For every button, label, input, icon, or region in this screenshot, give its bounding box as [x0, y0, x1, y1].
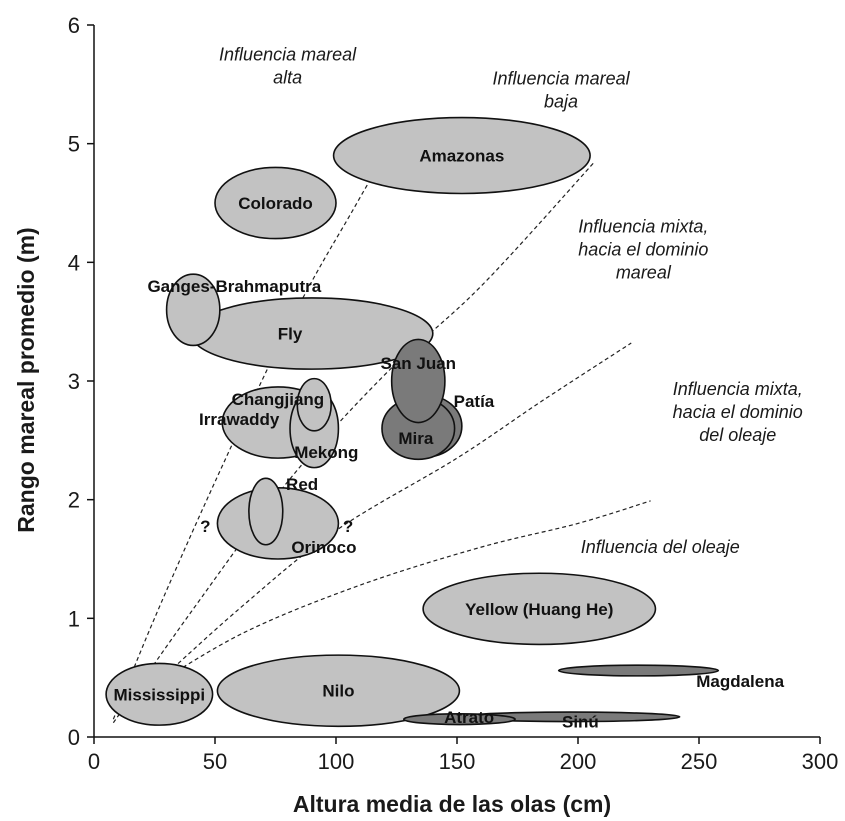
- label-mississippi: Mississippi: [114, 685, 206, 704]
- y-tick-label: 0: [68, 725, 80, 750]
- label-fly: Fly: [278, 325, 303, 344]
- x-tick-label: 0: [88, 749, 100, 774]
- ellipse-amazonas: [332, 116, 591, 195]
- river-regions: [105, 116, 720, 728]
- ellipse-magdalena: [557, 664, 720, 677]
- zone-annotations: Influencia mareal alta Influencia mareal ba…: [219, 45, 803, 557]
- ellipse-colorado: [214, 166, 337, 240]
- x-axis-title: Altura media de las olas (cm): [293, 791, 611, 817]
- label-patia: Patía: [454, 392, 495, 411]
- ellipse-san-juan: [390, 338, 446, 424]
- label-irrawaddy: Irrawaddy: [199, 410, 280, 429]
- x-tick-label: 250: [681, 749, 718, 774]
- boundary-line-4: [146, 500, 651, 691]
- zone-annotation-5: Influencia del oleaje: [581, 537, 740, 557]
- zone-annotation-line: Influencia mixta,: [578, 217, 708, 237]
- zone-annotation-line: hacia el dominio: [578, 240, 708, 260]
- label-yellow-huang-he: Yellow (Huang He): [465, 600, 613, 619]
- zone-annotation-line: Influencia mareal: [219, 45, 357, 65]
- label-san-juan: San Juan: [380, 354, 456, 373]
- label-orinoco: Orinoco: [291, 538, 356, 557]
- zone-annotation-line: hacia el dominio: [673, 402, 803, 422]
- label-mekong: Mekong: [294, 443, 358, 462]
- label-atrato: Atrato: [444, 708, 494, 727]
- y-tick-label: 4: [68, 250, 80, 275]
- y-tick-label: 6: [68, 13, 80, 38]
- axes: 0 50 100 150 200 250 300 0 1 2 3 4 5 6: [68, 13, 839, 774]
- zone-annotation-line: del oleaje: [699, 425, 776, 445]
- label-changjiang: Changjiang: [232, 390, 325, 409]
- zone-annotation-line: Influencia del oleaje: [581, 537, 740, 557]
- ellipse-nilo: [216, 654, 461, 728]
- y-tick-label: 1: [68, 606, 80, 631]
- zone-annotation-1: Influencia mareal alta: [219, 45, 357, 88]
- x-tick-label: 200: [560, 749, 597, 774]
- y-tick-label: 5: [68, 132, 80, 157]
- zone-annotation-3: Influencia mixta, hacia el dominio mareal: [578, 217, 708, 283]
- boundary-line-3: [146, 342, 632, 693]
- y-axis-title: Rango mareal promedio (m): [13, 227, 39, 532]
- zone-annotation-4: Influencia mixta, hacia el dominio del ole…: [673, 379, 803, 445]
- x-tick-label: 150: [439, 749, 476, 774]
- label-magdalena: Magdalena: [696, 672, 784, 691]
- ellipse-red: [248, 477, 284, 546]
- label-sinu: Sinú: [562, 713, 599, 732]
- zone-annotation-line: mareal: [616, 263, 672, 283]
- ellipse-mississippi: [105, 662, 214, 726]
- ellipse-ganges-brahmaputra: [165, 273, 221, 347]
- zone-annotation-line: alta: [273, 68, 302, 88]
- y-tick-label: 2: [68, 488, 80, 513]
- zone-annotation-line: Influencia mixta,: [673, 379, 803, 399]
- zone-annotation-line: baja: [544, 91, 578, 111]
- label-amazonas: Amazonas: [419, 147, 504, 166]
- x-tick-label: 100: [318, 749, 355, 774]
- zone-annotation-line: Influencia mareal: [493, 68, 631, 88]
- label-nilo: Nilo: [322, 682, 354, 701]
- zone-annotation-2: Influencia mareal baja: [493, 68, 631, 111]
- ellipse-changjiang: [296, 377, 332, 432]
- question-mark-1: ?: [200, 517, 210, 536]
- label-colorado: Colorado: [238, 194, 313, 213]
- y-tick-label: 3: [68, 369, 80, 394]
- region-labels: Amazonas Colorado Ganges-Brahmaputra Fly San…: [114, 147, 785, 732]
- label-red: Red: [286, 475, 318, 494]
- label-ganges-brahmaputra: Ganges-Brahmaputra: [147, 277, 321, 296]
- ellipse-atrato: [402, 713, 516, 726]
- ellipse-yellow-huang-he: [422, 572, 657, 646]
- question-mark-2: ?: [343, 517, 353, 536]
- x-tick-label: 50: [203, 749, 227, 774]
- label-mira: Mira: [398, 429, 434, 448]
- x-tick-label: 300: [802, 749, 839, 774]
